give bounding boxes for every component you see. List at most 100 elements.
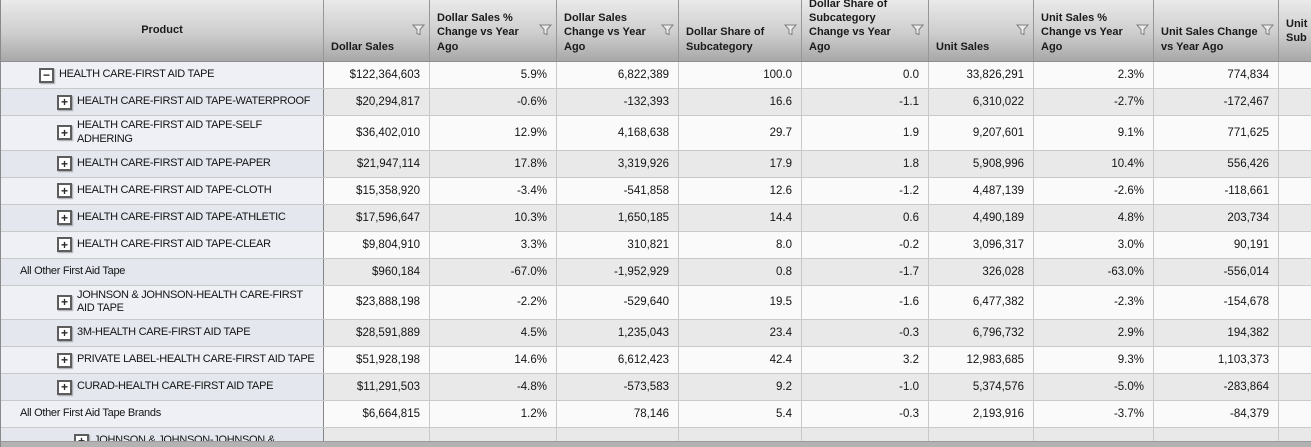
cell-unit-sales-pct-change: -2.3% <box>1034 285 1154 319</box>
column-header-dollar-sales-pct-change[interactable]: Dollar Sales % Change vs Year Ago <box>430 0 557 61</box>
filter-funnel-icon[interactable] <box>660 24 675 36</box>
product-name: HEALTH CARE-FIRST AID TAPE-CLEAR <box>77 237 271 250</box>
expand-icon[interactable]: + <box>57 379 72 395</box>
filter-funnel-icon[interactable] <box>1135 24 1150 36</box>
cell-unit-sub-cutoff <box>1279 204 1311 231</box>
product-name: PRIVATE LABEL-HEALTH CARE-FIRST AID TAPE <box>77 353 315 366</box>
cell-unit-sales-change: 771,625 <box>1154 116 1279 150</box>
cell-unit-sales-change: 1,103,373 <box>1154 347 1279 373</box>
cell-unit-sales-pct-change: -2.6% <box>1034 177 1154 204</box>
expand-icon[interactable]: + <box>57 352 72 368</box>
cell-dollar-share: 5.4 <box>679 401 802 427</box>
cell-dollar-share-change: -1.7 <box>802 258 929 285</box>
cell-dollar-share-change: -1.2 <box>802 177 929 204</box>
cell-dollar-sales-pct-change: -3.4% <box>430 177 557 204</box>
column-header-unit-sales-change[interactable]: Unit Sales Change vs Year Ago <box>1154 0 1279 61</box>
cell-unit-sales-change: -154,678 <box>1154 285 1279 319</box>
product-cell: + PRIVATE LABEL-HEALTH CARE-FIRST AID TAP… <box>1 347 324 373</box>
expand-icon[interactable]: + <box>57 210 72 225</box>
cell-unit-sub-cutoff <box>1279 116 1311 150</box>
cell-unit-sales-pct-change: -2.7% <box>1034 89 1154 115</box>
column-header-dollar-sales-change[interactable]: Dollar Sales Change vs Year Ago <box>557 0 679 61</box>
column-header-dollar-sales[interactable]: Dollar Sales <box>324 0 430 61</box>
product-name: JOHNSON & JOHNSON-HEALTH CARE-FIRST AID … <box>77 288 303 315</box>
cell-unit-sales-pct-change: 9.1% <box>1034 116 1154 150</box>
table-row: + JOHNSON & JOHNSON-HEALTH CARE-FIRST AID… <box>1 285 1311 320</box>
table-row: + HEALTH CARE-FIRST AID TAPE-ATHLETIC $17,… <box>1 204 1311 232</box>
filter-funnel-icon[interactable] <box>1015 24 1030 36</box>
cell-dollar-share: 0.8 <box>679 258 802 285</box>
cell-dollar-sales: $960,184 <box>324 258 430 285</box>
table-row: +3M-HEALTH CARE-FIRST AID TAPE $28,591,88… <box>1 320 1311 347</box>
product-name: All Other First Aid Tape <box>20 264 126 277</box>
cell-dollar-share-change: -1.0 <box>802 374 929 400</box>
column-header-label: Dollar Sales <box>331 40 394 53</box>
column-header-label: Unit Sales <box>936 40 990 53</box>
column-header-label: Unit Sub <box>1286 18 1308 45</box>
cell-unit-sub-cutoff <box>1279 177 1311 204</box>
table-row: + HEALTH CARE-FIRST AID TAPE-WATERPROOF $2… <box>1 89 1311 116</box>
cell-unit-sales: 5,374,576 <box>929 374 1034 400</box>
expand-icon[interactable]: + <box>57 325 72 341</box>
expand-icon[interactable]: + <box>57 294 72 310</box>
product-name: HEALTH CARE-FIRST AID TAPE-WATERPROOF <box>77 95 311 108</box>
cell-unit-sales: 6,796,732 <box>929 320 1034 346</box>
cell-dollar-sales: $20,294,817 <box>324 89 430 115</box>
cell-unit-sales-change: 774,834 <box>1154 62 1279 88</box>
expand-icon[interactable]: + <box>57 183 72 198</box>
table-row: All Other First Aid Tape Brands $6,664,81… <box>1 401 1311 428</box>
product-cell: + JOHNSON & JOHNSON-HEALTH CARE-FIRST AID… <box>1 285 324 319</box>
cell-dollar-share-change: -0.3 <box>802 320 929 346</box>
expand-icon[interactable]: + <box>57 125 72 141</box>
column-header-product[interactable]: Product <box>1 0 324 61</box>
cell-dollar-share: 14.4 <box>679 204 802 231</box>
product-cell: + CURAD-HEALTH CARE-FIRST AID TAPE <box>1 374 324 400</box>
cell-dollar-share-change: 1.8 <box>802 150 929 177</box>
table-row: All Other First Aid Tape $960,184 -67.0% -1… <box>1 258 1311 286</box>
cell-dollar-sales-change: 1,235,043 <box>557 320 679 346</box>
product-name: HEALTH CARE-FIRST AID TAPE-PAPER <box>77 156 271 169</box>
collapse-icon[interactable]: − <box>39 67 54 83</box>
cell-unit-sales-pct-change: -63.0% <box>1034 258 1154 285</box>
cell-dollar-sales-change: 310,821 <box>557 231 679 258</box>
column-header-label: Dollar Sales Change vs Year Ago <box>564 12 646 53</box>
cell-unit-sales: 5,908,996 <box>929 150 1034 177</box>
cell-unit-sales-change: -118,661 <box>1154 177 1279 204</box>
cell-dollar-sales-change: -541,858 <box>557 177 679 204</box>
cell-unit-sales: 9,207,601 <box>929 116 1034 150</box>
cell-unit-sales: 326,028 <box>929 258 1034 285</box>
cell-dollar-share-change: 0.6 <box>802 204 929 231</box>
filter-funnel-icon[interactable] <box>910 24 925 36</box>
column-header-label: Dollar Sales % Change vs Year Ago <box>437 12 519 53</box>
cell-dollar-sales: $9,804,910 <box>324 231 430 258</box>
cell-dollar-sales: $6,664,815 <box>324 401 430 427</box>
column-header-unit-sales[interactable]: Unit Sales <box>929 0 1034 61</box>
cell-dollar-share: 16.6 <box>679 89 802 115</box>
filter-funnel-icon[interactable] <box>538 24 553 36</box>
column-header-unit-sales-pct-change[interactable]: Unit Sales % Change vs Year Ago <box>1034 0 1154 61</box>
cell-dollar-sales: $15,358,920 <box>324 177 430 204</box>
cell-unit-sub-cutoff <box>1279 374 1311 400</box>
cell-unit-sales-change: 90,191 <box>1154 231 1279 258</box>
expand-icon[interactable]: + <box>57 237 72 252</box>
column-header-unit-sub-cutoff[interactable]: Unit Sub <box>1279 0 1311 61</box>
filter-funnel-icon[interactable] <box>411 24 426 36</box>
cell-dollar-sales-change: 6,612,423 <box>557 347 679 373</box>
column-header-dollar-share-change[interactable]: Dollar Share of Subcategory Change vs Ye… <box>802 0 929 61</box>
expand-icon[interactable]: + <box>57 94 72 110</box>
cell-dollar-sales-pct-change: 10.3% <box>430 204 557 231</box>
filter-funnel-icon[interactable] <box>1260 24 1275 36</box>
cell-dollar-share: 19.5 <box>679 285 802 319</box>
cell-dollar-sales: $36,402,010 <box>324 116 430 150</box>
filter-funnel-icon[interactable] <box>783 24 798 36</box>
cell-dollar-sales: $17,596,647 <box>324 204 430 231</box>
expand-icon[interactable]: + <box>57 156 72 171</box>
product-cell: +3M-HEALTH CARE-FIRST AID TAPE <box>1 320 324 346</box>
horizontal-scrollbar[interactable] <box>1 441 1311 447</box>
column-header-label: Product <box>141 24 183 37</box>
cell-dollar-sales-pct-change: 5.9% <box>430 62 557 88</box>
cell-dollar-share-change: -1.1 <box>802 89 929 115</box>
cell-dollar-sales-pct-change: 12.9% <box>430 116 557 150</box>
cell-unit-sales: 2,193,916 <box>929 401 1034 427</box>
column-header-dollar-share[interactable]: Dollar Share of Subcategory <box>679 0 802 61</box>
